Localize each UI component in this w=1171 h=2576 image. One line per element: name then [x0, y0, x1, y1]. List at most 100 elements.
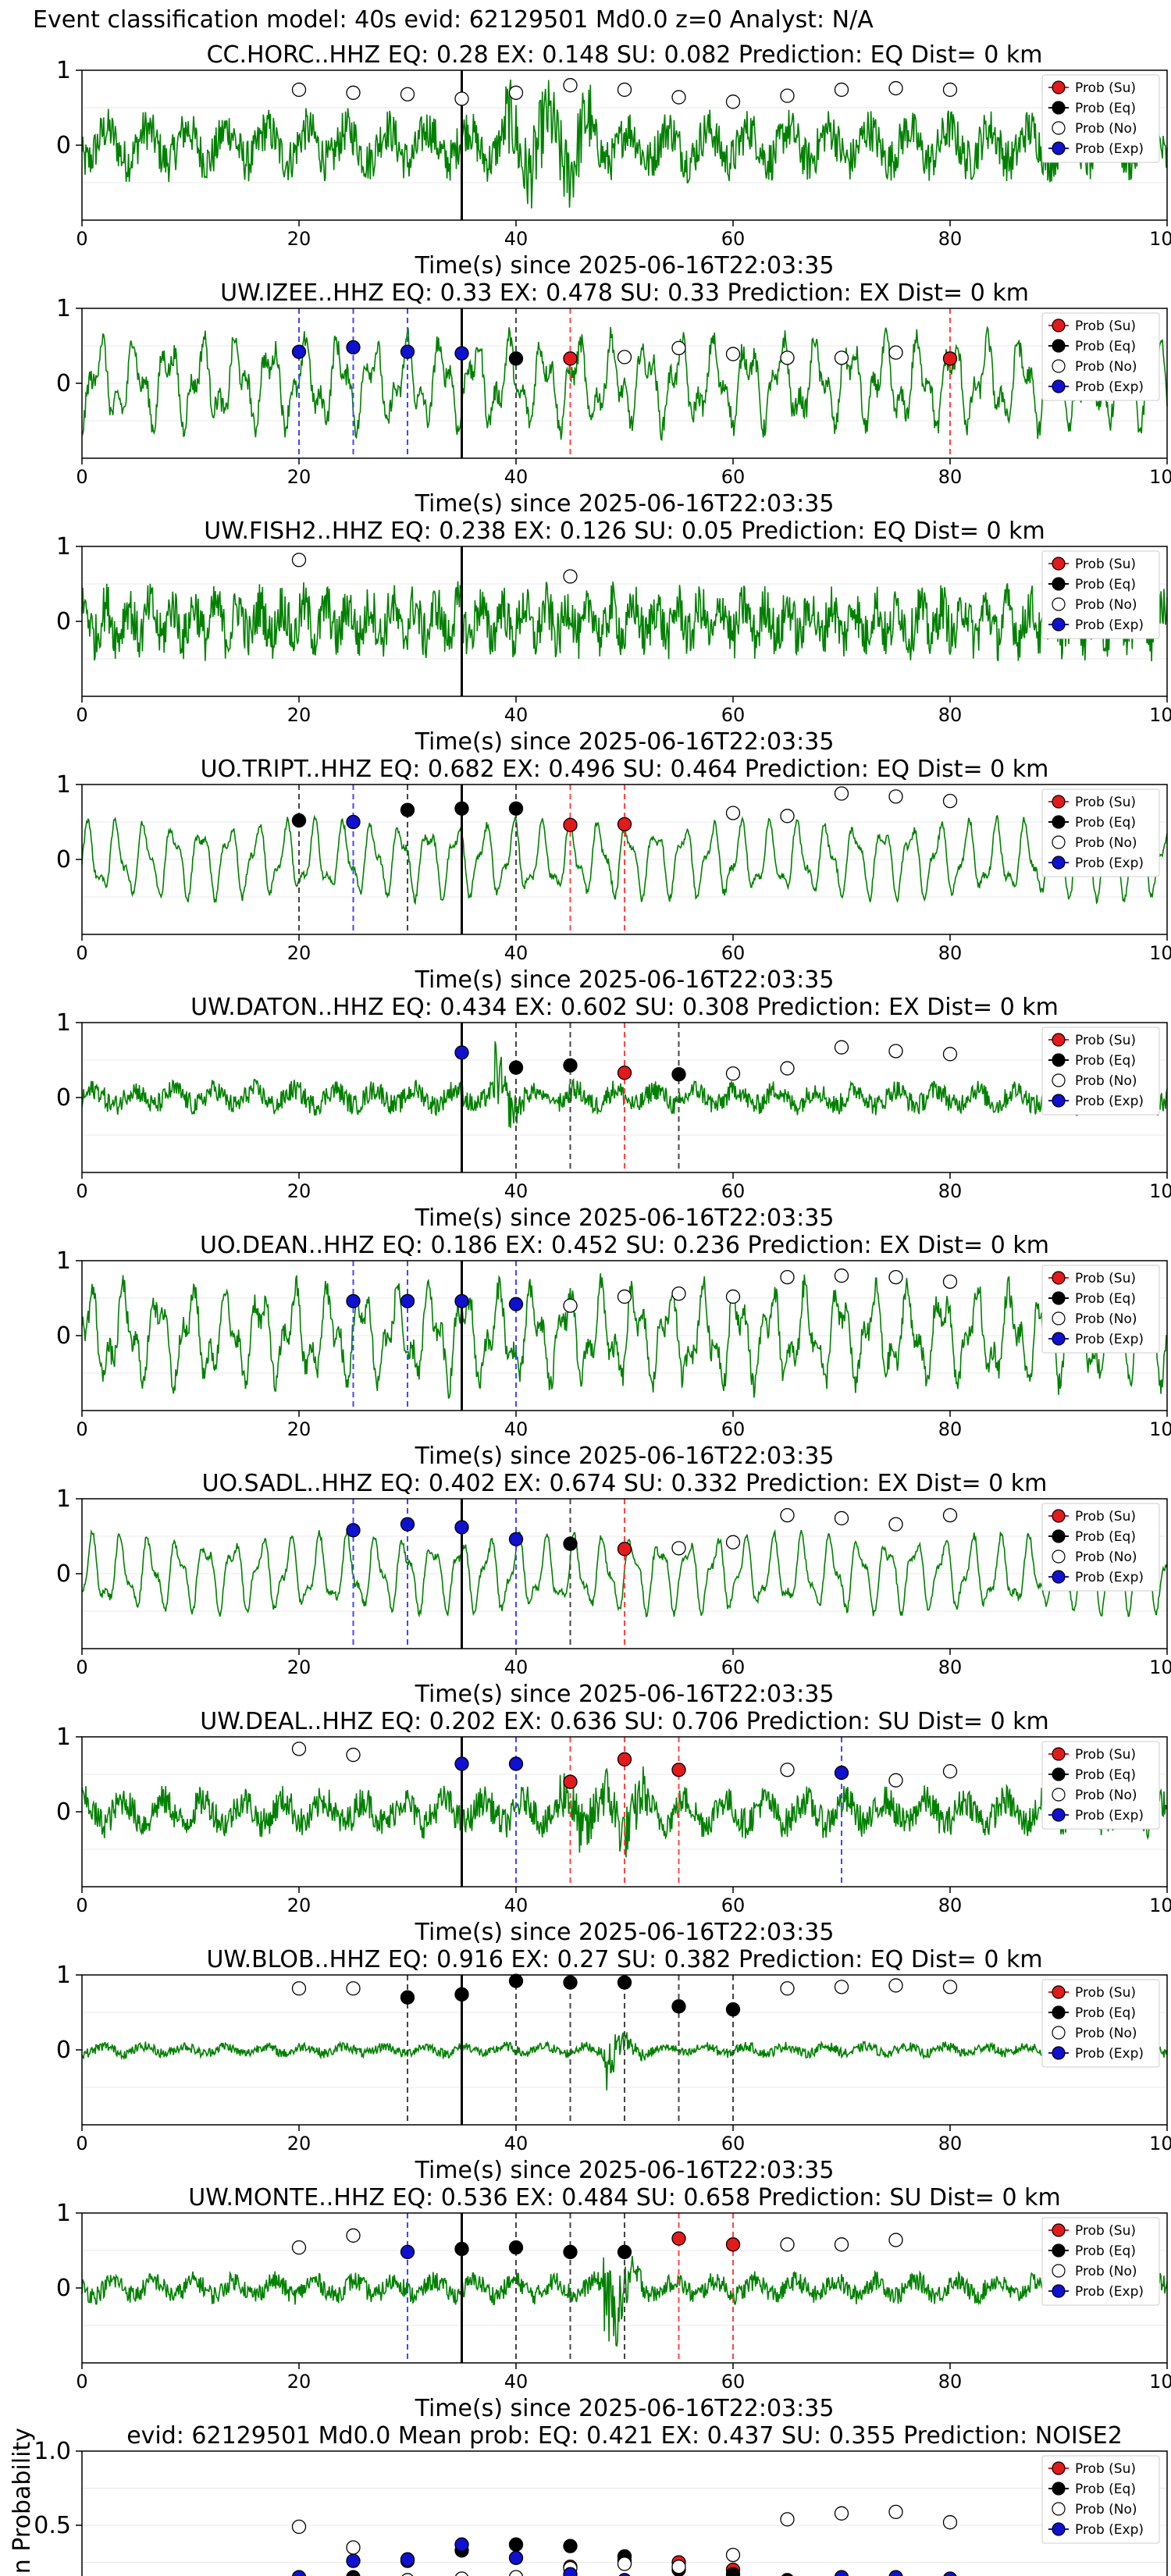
- legend-box: [1041, 550, 1160, 639]
- marker-no: [888, 2233, 903, 2247]
- marker-no: [725, 94, 741, 109]
- legend-label-eq: Prob (Eq): [1075, 1767, 1136, 1783]
- legend-marker-exp: [1052, 2046, 1066, 2060]
- chart-title: UW.FISH2..HHZ EQ: 0.238 EX: 0.126 SU: 0.…: [204, 518, 1045, 545]
- marker-exp: [346, 1523, 361, 1538]
- point-no: [834, 2506, 849, 2521]
- point-no: [780, 2512, 795, 2527]
- legend-box: [1041, 312, 1160, 401]
- marker-no: [291, 553, 307, 568]
- legend-marker-no: [1052, 1073, 1066, 1087]
- x-tick-label: 40: [504, 1656, 529, 1678]
- x-tick-label: 0: [76, 1418, 87, 1440]
- marker-eq: [400, 802, 415, 817]
- marker-no: [346, 2228, 361, 2243]
- x-tick-label: 0: [76, 228, 87, 250]
- x-tick-label: 20: [287, 2133, 311, 2154]
- y-tick-label: 1: [56, 1962, 71, 1989]
- marker-no: [671, 90, 686, 105]
- legend-label-no: Prob (No): [1075, 597, 1137, 613]
- chart-title: UW.IZEE..HHZ EQ: 0.33 EX: 0.478 SU: 0.33…: [220, 279, 1029, 307]
- marker-eq: [508, 351, 524, 366]
- marker-no: [834, 1040, 849, 1055]
- chart-panel-2: UW.FISH2..HHZ EQ: 0.238 EX: 0.126 SU: 0.…: [56, 518, 1171, 756]
- marker-no: [671, 340, 686, 356]
- legend-label-exp: Prob (Exp): [1075, 2522, 1144, 2538]
- chart-title: UW.DEAL..HHZ EQ: 0.202 EX: 0.636 SU: 0.7…: [200, 1708, 1049, 1735]
- point-no: [508, 2570, 524, 2576]
- legend-marker-no: [1052, 835, 1066, 849]
- point-exp: [563, 2567, 578, 2576]
- y-tick-label: 0: [56, 1322, 71, 1350]
- legend-marker-eq: [1052, 1053, 1066, 1067]
- legend-marker-no: [1052, 2502, 1066, 2516]
- x-tick-label: 60: [721, 942, 746, 964]
- legend-label-exp: Prob (Exp): [1075, 1332, 1144, 1347]
- x-tick-label: 80: [938, 942, 963, 964]
- legend-label-no: Prob (No): [1075, 121, 1137, 137]
- marker-no: [780, 1269, 795, 1285]
- marker-su: [671, 2231, 686, 2246]
- marker-su: [671, 1763, 686, 1777]
- chart-title: UO.DEAN..HHZ EQ: 0.186 EX: 0.452 SU: 0.2…: [200, 1232, 1049, 1259]
- x-tick-label: 100: [1149, 942, 1171, 964]
- point-eq: [563, 2539, 578, 2553]
- legend-marker-no: [1052, 121, 1066, 135]
- chart-title: evid: 62129501 Md0.0 Mean prob: EQ: 0.42…: [126, 2422, 1123, 2450]
- point-exp: [400, 2552, 415, 2567]
- x-tick-label: 100: [1149, 1180, 1171, 1202]
- marker-eq: [563, 2244, 578, 2260]
- figure-suptitle: Event classification model: 40s evid: 62…: [33, 6, 874, 34]
- point-no: [942, 2515, 958, 2530]
- marker-no: [834, 350, 849, 365]
- x-tick-label: 60: [721, 1656, 746, 1678]
- marker-exp: [454, 1520, 469, 1535]
- y-tick-label: 1.0: [34, 2438, 71, 2465]
- marker-eq: [563, 1536, 578, 1551]
- point-no: [671, 2560, 686, 2574]
- chart-panel-1: UW.IZEE..HHZ EQ: 0.33 EX: 0.478 SU: 0.33…: [56, 279, 1171, 518]
- chart-panel-5: UO.DEAN..HHZ EQ: 0.186 EX: 0.452 SU: 0.2…: [56, 1232, 1171, 1470]
- marker-no: [346, 1747, 361, 1763]
- legend-marker-eq: [1052, 2482, 1066, 2496]
- x-tick-label: 80: [938, 1180, 963, 1202]
- x-axis-label: Time(s) since 2025-06-16T22:03:35: [415, 966, 835, 994]
- marker-no: [671, 1541, 686, 1556]
- x-tick-label: 40: [504, 1418, 529, 1440]
- x-tick-label: 20: [287, 704, 311, 726]
- legend-marker-exp: [1052, 617, 1066, 632]
- y-tick-label: 1: [56, 1724, 71, 1751]
- x-tick-label: 100: [1149, 228, 1171, 250]
- chart-panel-3: UO.TRIPT..HHZ EQ: 0.682 EX: 0.496 SU: 0.…: [56, 756, 1171, 994]
- chart-panel-9: UW.MONTE..HHZ EQ: 0.536 EX: 0.484 SU: 0.…: [56, 2184, 1171, 2422]
- marker-no: [888, 80, 903, 96]
- marker-no: [888, 345, 903, 360]
- y-axis-label: Mean Probability: [9, 2428, 36, 2576]
- marker-exp: [346, 340, 361, 355]
- marker-no: [780, 350, 795, 365]
- legend-box: [1041, 788, 1160, 877]
- marker-eq: [454, 801, 469, 816]
- point-eq: [508, 2537, 524, 2552]
- legend-marker-no: [1052, 359, 1066, 373]
- marker-no: [888, 1269, 903, 1285]
- x-tick-label: 100: [1149, 466, 1171, 488]
- x-tick-label: 100: [1149, 1656, 1171, 1678]
- marker-no: [942, 1764, 958, 1779]
- legend-marker-su: [1052, 1033, 1066, 1047]
- waveform-trace: [81, 1273, 1168, 1400]
- point-exp: [618, 2573, 631, 2576]
- legend-marker-su: [1052, 795, 1066, 809]
- legend-marker-exp: [1052, 1808, 1066, 1822]
- x-tick-label: 60: [721, 2371, 746, 2393]
- legend-label-exp: Prob (Exp): [1075, 1094, 1144, 1109]
- waveform-trace: [81, 79, 1168, 209]
- x-tick-label: 20: [287, 1180, 311, 1202]
- marker-eq: [563, 1975, 578, 1990]
- marker-eq: [291, 813, 307, 828]
- legend-marker-no: [1052, 2264, 1066, 2278]
- x-axis-label: Time(s) since 2025-06-16T22:03:35: [415, 1204, 835, 1232]
- chart-panel-7: UW.DEAL..HHZ EQ: 0.202 EX: 0.636 SU: 0.7…: [56, 1708, 1171, 1946]
- marker-no: [725, 1289, 741, 1304]
